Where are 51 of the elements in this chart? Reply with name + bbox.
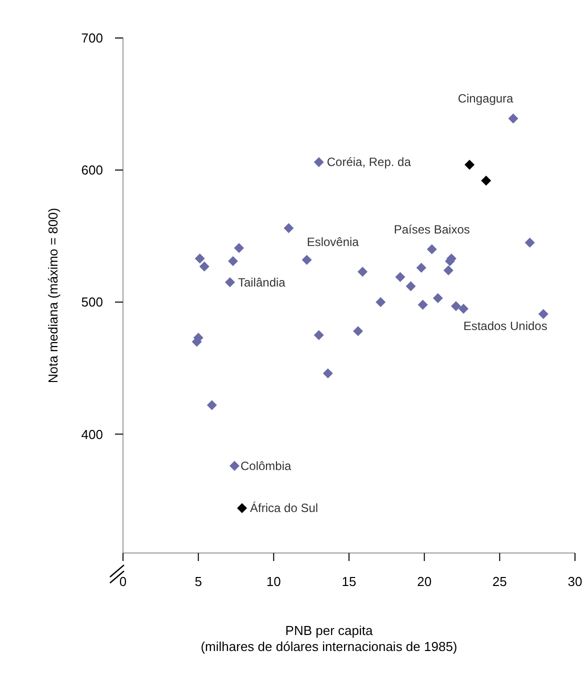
x-tick-label: 10 [266, 574, 281, 590]
x-tick-label: 25 [492, 574, 507, 590]
point [229, 460, 240, 471]
point [406, 281, 416, 292]
annotation: Coréia, Rep. da [326, 155, 412, 170]
annotation: Países Baixos [394, 222, 470, 236]
y-tick-label: 400 [81, 426, 103, 442]
point [353, 326, 364, 336]
point [395, 272, 406, 282]
point [199, 261, 210, 272]
annotation: Eslovênia [306, 234, 360, 249]
point [206, 400, 217, 410]
point [524, 238, 535, 248]
point [458, 304, 469, 314]
point [426, 244, 437, 254]
y-tick-label: 600 [81, 162, 103, 178]
point [358, 266, 368, 277]
point [416, 262, 426, 273]
annotation: Estados Unidos [463, 318, 548, 333]
point [302, 254, 312, 265]
point [376, 297, 386, 308]
point [228, 256, 238, 266]
point [322, 368, 333, 378]
point [538, 308, 548, 319]
point [450, 301, 461, 312]
annotation: África do Sul [250, 501, 318, 516]
point [224, 277, 235, 288]
y-axis-title: Nota mediana (máximo = 800) [46, 208, 61, 384]
point [237, 503, 248, 514]
point [432, 293, 443, 304]
x-tick-label: 20 [417, 574, 432, 590]
point [314, 330, 324, 340]
x-tick-label: 5 [194, 574, 202, 590]
annotation: Tailândia [238, 275, 286, 290]
point [314, 157, 324, 168]
x-axis-title: PNB per capita (milhares de dólares internacionais de 1985) [200, 623, 458, 655]
point [443, 265, 454, 276]
y-tick-label: 700 [81, 30, 103, 46]
x-tick-label: 30 [568, 574, 582, 590]
point [284, 223, 294, 234]
point [508, 114, 518, 124]
y-tick-label: 500 [81, 294, 103, 310]
annotation: Colômbia [240, 458, 292, 473]
point [418, 300, 428, 310]
annotation: Cingagura [458, 92, 514, 106]
point [464, 160, 475, 170]
point [194, 254, 205, 264]
point [234, 242, 244, 253]
x-tick-label: 15 [342, 574, 356, 590]
point [481, 176, 492, 186]
x-tick-label: 0 [119, 574, 127, 590]
